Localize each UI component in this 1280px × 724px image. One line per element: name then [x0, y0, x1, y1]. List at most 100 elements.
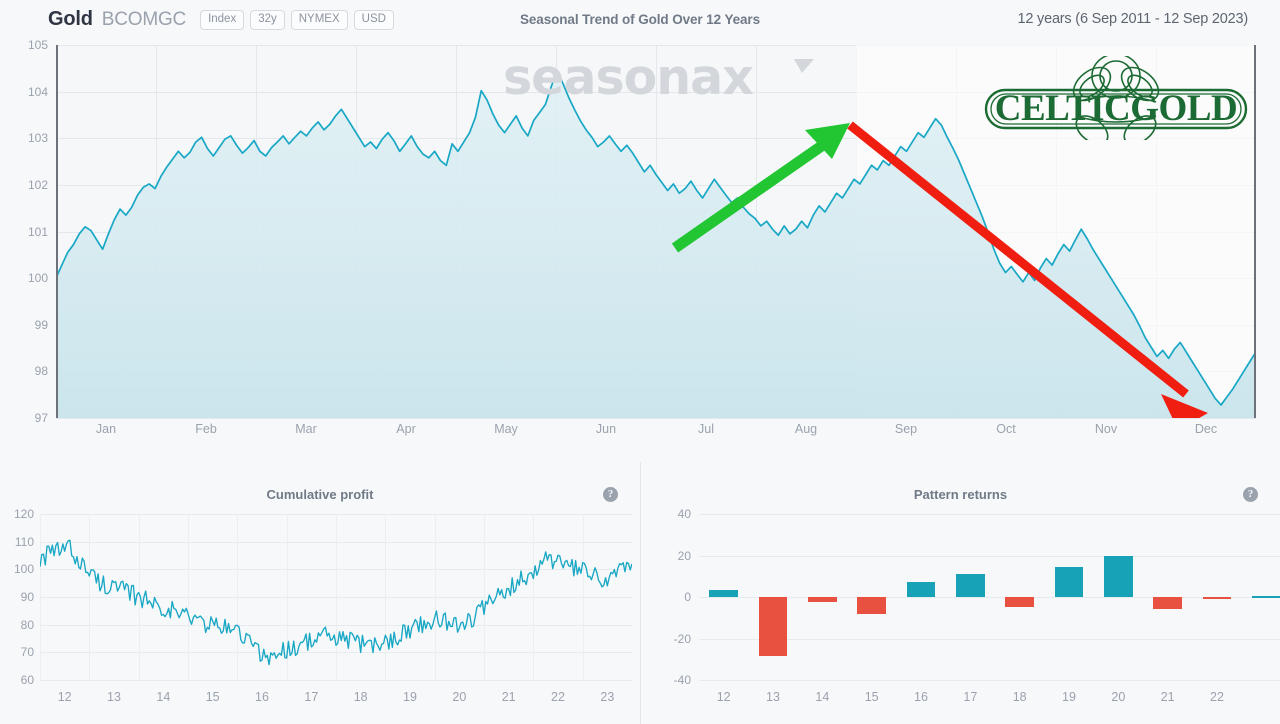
- gridline-vertical: [286, 514, 288, 680]
- pattern-return-bar[interactable]: [1054, 566, 1084, 597]
- badge-index[interactable]: Index: [200, 9, 245, 30]
- gridline-vertical: [89, 514, 91, 680]
- gridline-vertical: [582, 514, 584, 680]
- cumulative-profit-series-svg: [40, 539, 632, 666]
- pattern-return-bar[interactable]: [709, 589, 738, 597]
- trend-arrows: [671, 121, 1208, 418]
- pattern-return-bar[interactable]: [906, 582, 936, 597]
- gridline-horizontal: [699, 638, 1280, 640]
- x-axis-tick: 15: [205, 690, 220, 704]
- y-axis-tick: 103: [27, 131, 48, 146]
- pattern-returns-help-icon[interactable]: ?: [1243, 487, 1258, 502]
- x-axis-tick: 17: [304, 690, 319, 704]
- badge-period[interactable]: 32y: [250, 9, 285, 30]
- gridline-horizontal: [40, 680, 632, 681]
- y-axis-tick: 104: [27, 84, 48, 99]
- y-axis-line-right: [1254, 45, 1256, 418]
- gridline-vertical: [533, 514, 535, 680]
- pattern-return-bar[interactable]: [808, 597, 837, 603]
- cumulative-profit-help-icon[interactable]: ?: [603, 487, 618, 502]
- pattern-return-bar[interactable]: [1153, 597, 1182, 610]
- x-axis-tick: Oct: [996, 422, 1016, 436]
- gridline-vertical: [385, 514, 387, 680]
- gridline-vertical: [484, 514, 485, 680]
- cumulative-profit-title: Cumulative profit: [266, 487, 374, 502]
- x-axis-tick: 12: [716, 690, 731, 704]
- x-axis-tick: 21: [1160, 690, 1175, 704]
- x-axis-tick: Dec: [1194, 422, 1218, 436]
- pattern-returns-title: Pattern returns: [913, 487, 1008, 502]
- pattern-return-bar[interactable]: [1202, 597, 1232, 599]
- x-axis-tick: Nov: [1094, 422, 1118, 436]
- gridline-vertical: [188, 514, 189, 680]
- symbol-name: Gold: [48, 8, 93, 30]
- x-axis-tick: Apr: [396, 422, 416, 436]
- gridline-vertical: [40, 514, 41, 680]
- x-axis-tick: 15: [864, 690, 879, 704]
- pattern-return-bar[interactable]: [758, 597, 788, 657]
- x-axis-tick: 13: [107, 690, 121, 704]
- pattern-return-bar[interactable]: [1104, 555, 1133, 597]
- x-axis-tick: 18: [353, 690, 368, 704]
- seasonax-watermark-tick: [794, 59, 814, 73]
- symbol-code: BCOMGC: [101, 8, 187, 30]
- cumulative-profit-panel[interactable]: Cumulative profit ? 120 110 100 90 80 70 60 12…: [0, 462, 640, 724]
- y-axis-tick: -20: [673, 631, 691, 646]
- x-axis-tick: Jul: [698, 422, 714, 436]
- gridline-horizontal: [699, 597, 1280, 598]
- celticgold-logo: CELTICGOLD: [984, 56, 1248, 140]
- y-axis-tick: 120: [13, 507, 34, 521]
- x-axis-tick: Jan: [95, 422, 117, 436]
- y-axis-tick: 97: [34, 411, 48, 425]
- x-axis-tick: 16: [255, 690, 269, 704]
- price-area: [56, 70, 1256, 418]
- y-axis-line-left: [56, 45, 58, 418]
- x-axis-tick: Jun: [595, 422, 617, 436]
- gridline-horizontal: [699, 555, 1280, 557]
- x-axis-tick: Aug: [794, 422, 818, 436]
- y-axis-tick: 40: [677, 507, 691, 521]
- seasonax-watermark: seasonax: [503, 49, 754, 106]
- x-axis-tick: 14: [815, 690, 830, 704]
- page-title: Seasonal Trend of Gold Over 12 Years: [519, 12, 760, 27]
- up-trend-arrow: [671, 123, 850, 253]
- instrument-badges: Index 32y NYMEX USD: [200, 9, 394, 30]
- y-axis-tick: 100: [27, 271, 48, 286]
- y-axis-tick: 110: [14, 534, 34, 549]
- x-axis-tick: Sep: [894, 422, 918, 436]
- x-axis-tick: 19: [403, 690, 417, 704]
- celticgold-logo-text: CELTICGOLD: [995, 88, 1237, 129]
- x-axis-tick: 22: [1210, 690, 1224, 704]
- gridline-vertical: [138, 514, 140, 680]
- x-axis-tick: 12: [57, 690, 72, 704]
- x-axis-tick: 19: [1062, 690, 1076, 704]
- x-axis-tick: 22: [551, 690, 565, 704]
- gridline-vertical: [237, 514, 239, 680]
- badge-exchange[interactable]: NYMEX: [290, 9, 348, 30]
- bottom-panels: Cumulative profit ? 120 110 100 90 80 70 60 12…: [0, 462, 1280, 724]
- gridline-vertical: [336, 514, 337, 680]
- badge-currency[interactable]: USD: [353, 9, 394, 30]
- x-axis-tick: 20: [1111, 690, 1126, 704]
- gridline-vertical: [434, 514, 436, 680]
- chart-header: Gold BCOMGC Index 32y NYMEX USD Seasonal…: [0, 0, 1280, 40]
- seasonal-plot-area: seasonax: [56, 45, 1256, 419]
- cumulative-profit-line: [40, 539, 632, 666]
- pattern-return-bar[interactable]: [1252, 596, 1280, 598]
- x-axis-tick: 17: [963, 690, 978, 704]
- pattern-return-bar[interactable]: [1005, 597, 1034, 608]
- x-axis-tick: 13: [766, 690, 780, 704]
- seasonal-chart[interactable]: seasonax: [0, 38, 1280, 458]
- pattern-returns-panel[interactable]: Pattern returns ? 40 20 0 -20 -40 12 13 14 15 16…: [641, 462, 1280, 724]
- y-axis-tick: 0: [684, 590, 691, 604]
- y-axis-tick: 20: [677, 548, 691, 563]
- gridline-horizontal: [699, 514, 1280, 515]
- pattern-return-bar[interactable]: [857, 597, 886, 614]
- y-axis-tick: -40: [673, 673, 691, 687]
- panel-vertical-divider: [640, 462, 641, 724]
- pattern-return-bar[interactable]: [956, 574, 985, 597]
- x-axis-tick: 18: [1012, 690, 1027, 704]
- gridline-horizontal: [56, 418, 1256, 419]
- x-axis-tick: 23: [600, 690, 615, 704]
